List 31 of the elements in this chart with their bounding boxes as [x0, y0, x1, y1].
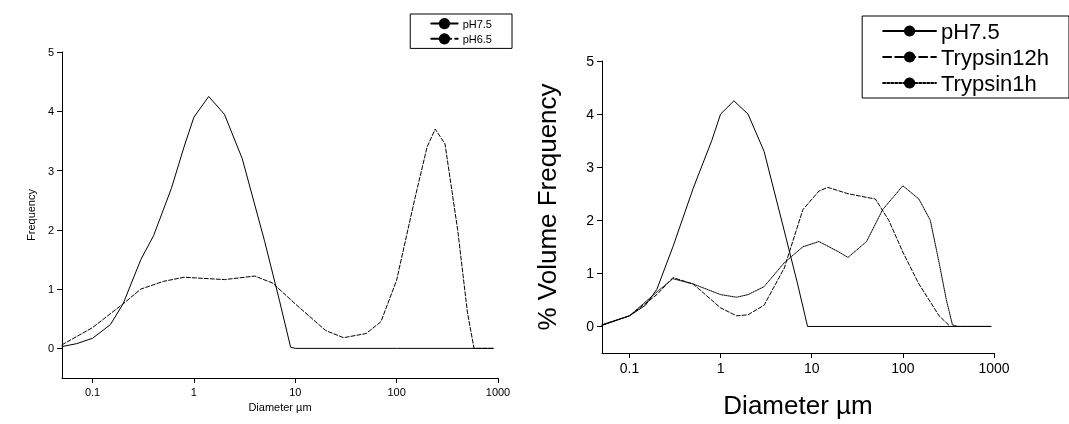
y-tick-label: 1 [47, 283, 54, 296]
legend-label: Trypsin12h [940, 44, 1049, 70]
x-tick-label: 0.1 [84, 385, 101, 398]
x-tick-label: 1 [190, 385, 197, 398]
x-axis-title: Diameter µm [723, 390, 873, 420]
legend-label: pH7.5 [462, 17, 493, 30]
y-tick-label: 5 [586, 53, 595, 69]
x-tick-label: 1 [716, 360, 725, 376]
y-tick-label: 4 [47, 105, 54, 118]
y-tick-label: 2 [47, 223, 54, 236]
y-axis-title: % Volume Frequency [532, 83, 563, 331]
x-tick-label: 10 [289, 385, 302, 398]
y-tick-label: 5 [47, 46, 54, 58]
legend-label: pH7.5 [940, 18, 1000, 44]
x-axis-title: Diameter µm [248, 401, 312, 414]
y-tick-label: 3 [586, 159, 595, 176]
y-tick-label: 0 [47, 342, 54, 355]
y-tick-label: 2 [586, 212, 595, 229]
x-tick-label: 0.1 [619, 360, 640, 376]
y-axis-title: Frequency [25, 188, 38, 241]
y-tick-label: 0 [586, 318, 595, 335]
legend-label: pH6.5 [462, 32, 493, 45]
y-tick-label: 1 [586, 265, 595, 282]
y-tick-label: 3 [47, 164, 54, 177]
y-tick-label: 4 [586, 106, 595, 123]
x-tick-label: 100 [387, 385, 406, 398]
x-tick-label: 100 [891, 360, 915, 376]
x-tick-label: 1000 [978, 360, 1010, 376]
x-tick-label: 1000 [485, 385, 511, 398]
legend-label: Trypsin1h [940, 70, 1037, 96]
x-tick-label: 10 [803, 360, 820, 376]
